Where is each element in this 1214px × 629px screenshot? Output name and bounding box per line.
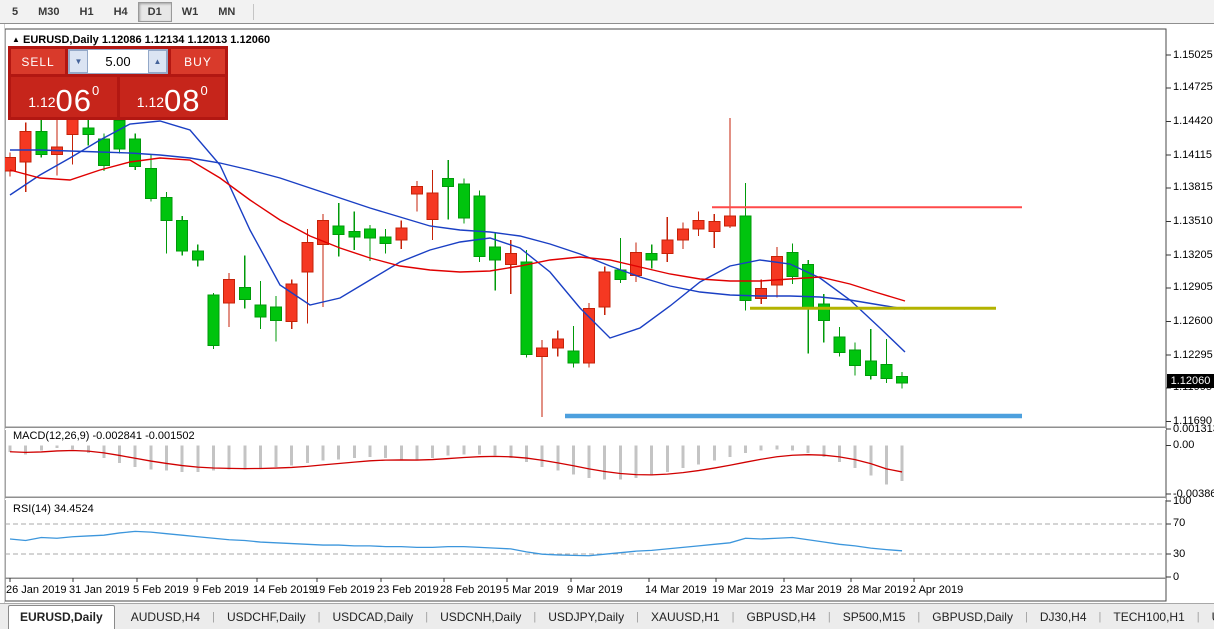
tab-separator: | [317,610,321,623]
chart-symbol-label: EURUSD,Daily [22,34,99,46]
buy-price-prefix: 1.12 [136,94,165,110]
chart-tab-usdchf[interactable]: USDCHF,Daily [226,610,306,624]
date-axis-label: 23 Feb 2019 [377,584,439,596]
rsi-axis-label: 0 [1173,570,1180,583]
rsi-indicator-label: RSI(14) 34.4524 [13,503,94,515]
volume-spinner: ▼ ▲ [68,49,168,74]
tab-separator: | [212,610,215,623]
date-axis-label: 14 Feb 2019 [253,584,315,596]
macd-axis-label: 0.00 [1173,439,1195,451]
volume-decrease-icon[interactable]: ▼ [69,50,88,73]
volume-increase-icon[interactable]: ▲ [148,50,167,73]
symbol-collapse-icon[interactable]: ▲ [12,35,20,44]
timeframe-button-h1[interactable]: H1 [79,5,94,18]
sell-price-display[interactable]: 1.12 06 0 [11,77,117,117]
tab-separator: | [1196,610,1200,623]
window-left-edge [4,24,5,629]
buy-price-pips: 08 [164,82,201,118]
tab-separator: | [425,610,429,623]
date-axis-label: 26 Jan 2019 [6,584,67,596]
sell-price-prefix: 1.12 [28,94,56,110]
buy-button[interactable]: BUY [171,49,225,74]
tab-separator: | [731,610,735,623]
rsi-axis-label: 100 [1173,494,1192,507]
ma-blue-slow [10,149,906,310]
chart-tab-gbpusd[interactable]: GBPUSD,H4 [746,610,816,624]
tab-separator: | [1098,610,1102,623]
chart-tab-ukc[interactable]: UKC [1201,606,1214,629]
rsi-axis-label: 30 [1173,547,1186,560]
price-axis-label: 1.11690 [1173,414,1212,427]
volume-input[interactable] [88,50,148,73]
price-axis-label: 1.12295 [1173,348,1213,361]
sell-price-pips: 06 [55,82,92,118]
buy-price-point: 0 [200,83,208,98]
date-axis-label: 5 Feb 2019 [133,584,189,596]
tab-separator: | [827,610,831,623]
one-click-trade-panel: SELL ▼ ▲ BUY 1.12 06 0 1.12 08 0 [8,46,228,120]
date-axis-label: 19 Mar 2019 [712,584,774,596]
chart-header: ▲ EURUSD,Daily 1.12086 1.12134 1.12013 1… [12,34,270,46]
date-axis-label: 31 Jan 2019 [69,584,130,596]
price-axis-label: 1.14420 [1173,114,1213,127]
chart-tab-usdcnh[interactable]: USDCNH,Daily [440,610,522,624]
macd-axis-label: -0.003862 [1173,487,1214,500]
price-axis-label: 1.12600 [1173,314,1213,327]
macd-indicator-label: MACD(12,26,9) -0.002841 -0.001502 [13,430,195,442]
macd-axis-label: 0.001313 [1173,422,1214,435]
chart-tab-usdjpy[interactable]: USDJPY,Daily [548,610,625,624]
chart-ohlc-values: 1.12086 1.12134 1.12013 1.12060 [101,34,271,46]
current-price-tag: 1.12060 [1167,373,1214,388]
sell-price-point: 0 [92,83,100,98]
chart-tab-dj30[interactable]: DJ30,H4 [1039,610,1087,624]
ma-blue-fast [9,120,906,353]
price-axis-label: 1.12905 [1173,281,1213,294]
buy-price-display[interactable]: 1.12 08 0 [119,77,225,118]
date-axis-label: 19 Feb 2019 [313,584,375,596]
price-axis-label: 1.13205 [1173,248,1213,261]
toolbar-separator [253,3,255,20]
date-axis-label: 9 Mar 2019 [567,584,623,596]
price-axis-label: 1.14725 [1173,81,1213,94]
chart-tab-sp500[interactable]: SP500,M15 [842,610,906,624]
rsi-axis-label: 70 [1173,517,1186,530]
date-axis-label: 5 Mar 2019 [503,584,559,596]
tab-separator: | [533,610,537,623]
ma-red [9,157,906,302]
price-axis-label: 1.13510 [1173,214,1213,227]
date-axis-label: 2 Apr 2019 [910,584,964,596]
chart-tab-gbpusd[interactable]: GBPUSD,Daily [932,610,1013,624]
sell-button[interactable]: SELL [11,49,65,74]
chart-tab-usdcad[interactable]: USDCAD,Daily [332,610,414,624]
price-axis-label: 1.15025 [1173,48,1213,61]
tab-separator: | [1024,610,1028,623]
price-axis-label: 1.13815 [1173,181,1213,194]
chart-tab-xauusd[interactable]: XAUUSD,H1 [650,610,720,624]
macd-signal-line [9,449,903,476]
date-axis-label: 23 Mar 2019 [780,584,842,596]
timeframe-button-mn[interactable]: MN [218,5,236,18]
date-axis-label: 9 Feb 2019 [193,584,249,596]
price-axis-label: 1.14115 [1173,148,1212,161]
timeframe-button-m30[interactable]: M30 [38,5,60,18]
tab-separator: | [917,610,921,623]
chart-tab-eurusd[interactable]: EURUSD,Daily [8,605,115,629]
chart-tabs-bar: EURUSD,Daily AUDUSD,H4 | USDCHF,Daily | USDC… [0,603,1214,629]
date-axis-label: 28 Feb 2019 [440,584,502,596]
tab-separator: | [636,610,639,623]
date-axis-label: 28 Mar 2019 [847,584,909,596]
rsi-line [9,530,903,557]
date-axis-label: 14 Mar 2019 [645,584,707,596]
chart-tab-tech100[interactable]: TECH100,H1 [1113,610,1185,624]
timeframe-toolbar: 5 M30 H1 H4 D1 W1 MN [0,0,1214,24]
timeframe-button-5[interactable]: 5 [12,5,19,18]
chart-tab-audusd[interactable]: AUDUSD,H4 [130,610,201,624]
timeframe-button-w1[interactable]: W1 [181,5,199,18]
timeframe-button-d1[interactable]: D1 [137,1,172,22]
timeframe-button-h4[interactable]: H4 [113,5,128,18]
